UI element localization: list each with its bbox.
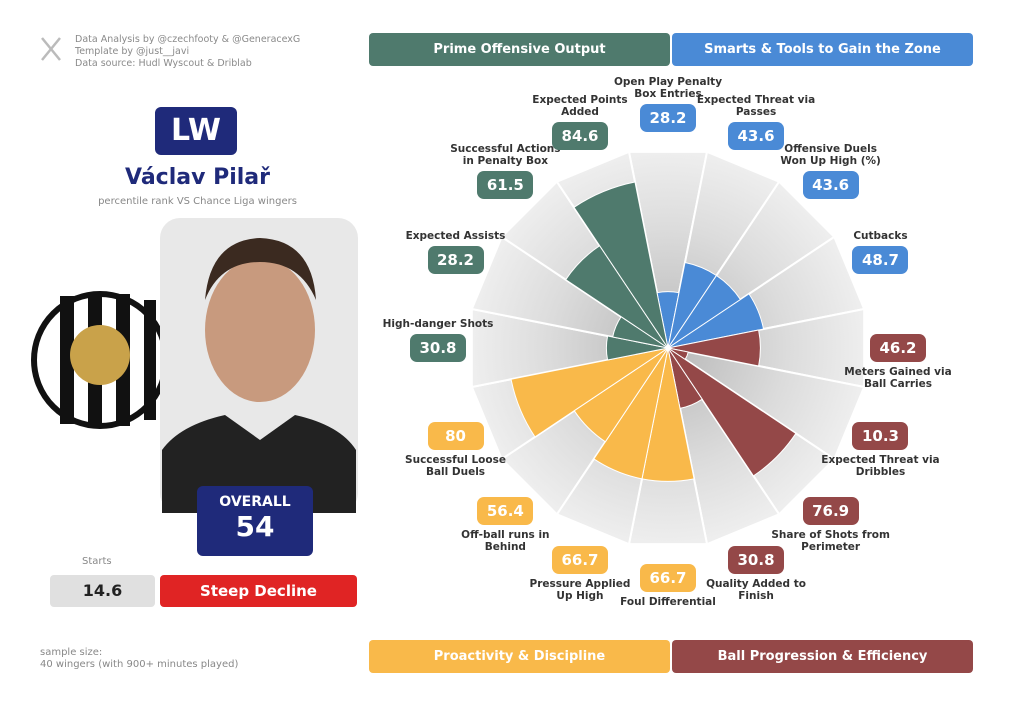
metric-label: Foul Differential <box>620 596 716 608</box>
starts-label: Starts <box>82 556 112 567</box>
wedge <box>573 181 669 349</box>
credit: Data Analysis by @czechfooty & @Generace… <box>75 34 301 45</box>
value-badge: 84.6 <box>551 121 608 150</box>
group-header: Smarts & Tools to Gain the Zone <box>672 33 973 66</box>
value-badge: 66.7 <box>551 546 608 575</box>
value-badge: 28.2 <box>427 245 484 274</box>
metric-label: High-danger Shots <box>382 318 494 330</box>
wedge <box>605 335 669 361</box>
value-badge: 43.6 <box>728 121 785 150</box>
wedge <box>593 347 669 480</box>
metric-label: Expected Points Added <box>532 93 628 118</box>
subtitle: percentile rank VS Chance Liga wingers <box>98 196 297 207</box>
wedge <box>667 347 797 477</box>
overall-value: 54 <box>235 510 275 543</box>
value-badge: 43.6 <box>802 171 859 200</box>
group-header: Proactivity & Discipline <box>369 640 670 673</box>
value-badge: 10.3 <box>852 422 909 451</box>
starts-value: 14.6 <box>50 575 155 607</box>
metric-label: Pressure Applied Up High <box>529 578 631 603</box>
metric-label: Expected Threat via Dribbles <box>821 454 940 479</box>
metric-label: Successful Loose Ball Duels <box>405 454 506 479</box>
group-header: Ball Progression & Efficiency <box>672 640 973 673</box>
trend: Steep Decline <box>160 575 357 607</box>
metric-label: Share of Shots from Perimeter <box>771 528 890 553</box>
metric-label: Cutbacks <box>853 229 908 242</box>
overall-label: OVERALL <box>219 494 291 510</box>
credit: Template by @just__javi <box>75 46 190 57</box>
value-badge: 56.4 <box>477 496 534 525</box>
sample-label: sample size: <box>40 647 103 658</box>
overall-box: OVERALL 54 <box>197 486 313 556</box>
sample-text: 40 wingers (with 900+ minutes played) <box>40 659 239 670</box>
value-badge: 66.7 <box>640 564 696 592</box>
wedge <box>510 347 669 438</box>
credit: Data source: Hudl Wyscout & Driblab <box>75 58 252 69</box>
metric-label: Quality Added to Finish <box>706 578 806 603</box>
value-badge: 30.8 <box>410 334 466 362</box>
wedge <box>667 293 765 349</box>
value-badge: 30.8 <box>728 546 785 575</box>
value-badge: 61.5 <box>477 171 534 200</box>
position-badge: LW <box>155 107 237 155</box>
group-header: Prime Offensive Output <box>369 33 670 66</box>
metric-label: Expected Assists <box>405 229 506 242</box>
wedge <box>667 329 761 367</box>
club-logo <box>31 291 169 429</box>
value-badge: 76.9 <box>802 496 859 525</box>
value-badge: 80 <box>427 422 484 451</box>
value-badge: 28.2 <box>640 104 696 132</box>
metric-label: Open Play Penalty Box Entries <box>613 76 723 100</box>
value-badge: 46.2 <box>870 334 926 362</box>
metric-label: Expected Threat via Passes <box>696 93 816 118</box>
metric-label: Successful Actions in Penalty Box <box>450 143 561 168</box>
metric-label: Offensive Duels Won Up High (%) <box>780 143 881 168</box>
metric-label: Off-ball runs in Behind <box>461 528 550 553</box>
metric-label: Meters Gained via Ball Carries <box>844 366 952 390</box>
value-badge: 48.7 <box>852 245 909 274</box>
player-name: Václav Pilař <box>125 165 270 190</box>
x-logo <box>41 37 61 61</box>
